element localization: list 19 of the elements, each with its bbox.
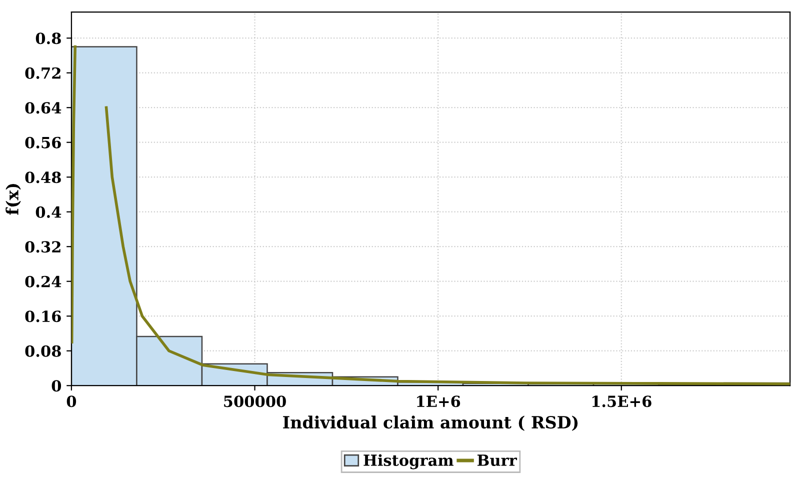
x-tick-label: 1.5E+6: [592, 396, 652, 408]
legend-label: Histogram: [364, 454, 454, 470]
x-tick-label: 1E+6: [417, 396, 460, 408]
x-tick-label: 500000: [224, 396, 286, 408]
y-tick-label: 0.4: [36, 206, 62, 218]
y-tick-label: 0.56: [25, 136, 61, 148]
y-tick-label: 0.32: [25, 241, 60, 253]
x-axis-title: Individual claim amount ( RSD): [283, 416, 578, 431]
y-axis-title: f(x): [6, 184, 21, 215]
y-tick-label: 0.48: [25, 172, 61, 184]
x-tick-label: 0: [66, 396, 76, 408]
y-tick-label: 0.64: [25, 102, 62, 114]
y-tick-label: 0.16: [25, 310, 61, 322]
y-tick-label: 0: [52, 380, 62, 392]
y-tick-label: 0.8: [36, 32, 61, 44]
y-tick-label: 0.72: [25, 67, 60, 79]
y-tick-label: 0.24: [25, 276, 62, 288]
legend-label: Burr: [477, 454, 518, 466]
y-tick-label: 0.08: [25, 345, 61, 357]
